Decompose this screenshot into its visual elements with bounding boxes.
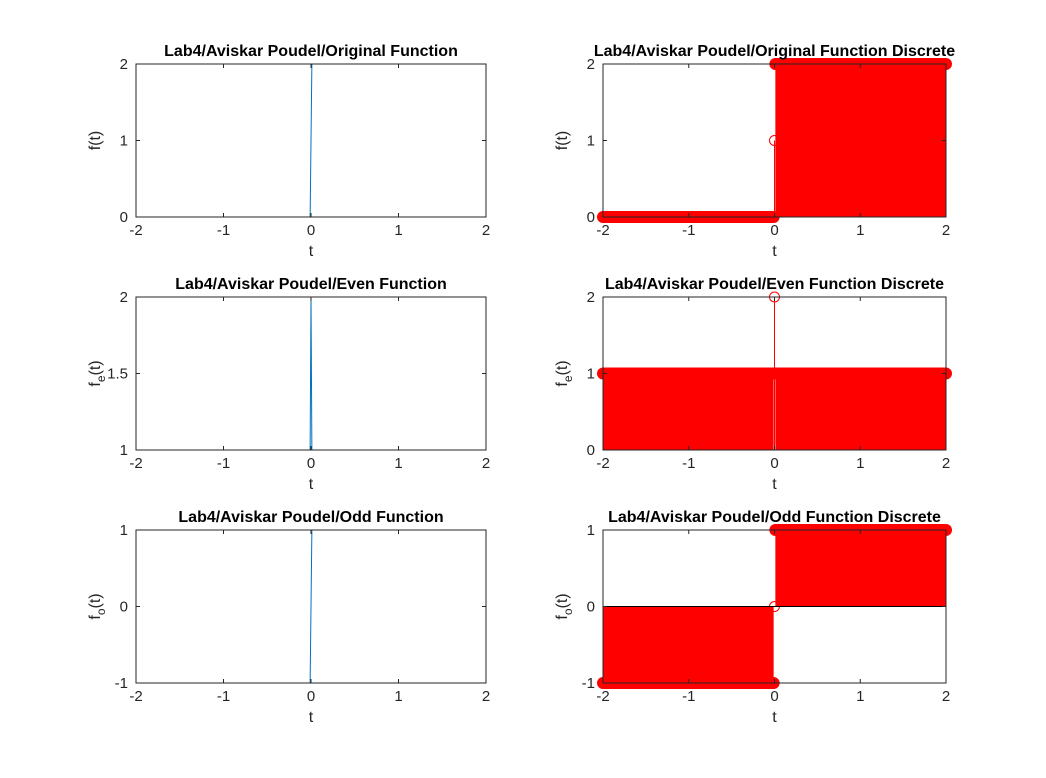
y-tick-label: -1 — [582, 675, 595, 692]
y-axis-label: f(t) — [87, 131, 104, 151]
x-tick-label: 0 — [770, 222, 778, 239]
subplot-4: -2 -1 0 1 2 0 1 2 Lab4/Aviskar Poudel/Even Funct… — [554, 276, 952, 493]
x-tick-label: -1 — [217, 222, 230, 239]
x-axis-label: t — [309, 476, 314, 493]
y-axis-label: fo(t) — [87, 593, 108, 619]
chart-title: Lab4/Aviskar Poudel/Odd Function — [178, 509, 443, 526]
x-tick-label: -1 — [682, 222, 695, 239]
y-tick-label: 2 — [587, 56, 595, 73]
x-tick-label: 2 — [482, 688, 490, 705]
y-tick-label: 2 — [120, 56, 128, 73]
x-tick-label: 1 — [856, 455, 864, 472]
chart-title: Lab4/Aviskar Poudel/Even Function Discre… — [605, 276, 944, 293]
x-tick-label: 1 — [856, 222, 864, 239]
x-tick-label: -2 — [596, 688, 609, 705]
y-tick-label: 0 — [587, 442, 595, 459]
y-axis-label-subscript: e — [561, 375, 575, 382]
chart-title: Lab4/Aviskar Poudel/Even Function — [175, 276, 446, 293]
x-tick-label: 1 — [856, 688, 864, 705]
x-tick-label: -2 — [129, 222, 142, 239]
stem-fill — [603, 373, 774, 450]
y-axis-label-subscript: o — [561, 608, 575, 615]
stem-fill — [775, 530, 946, 607]
y-axis-label-base: f — [554, 382, 571, 387]
y-axis-label-base: f — [87, 615, 104, 620]
y-tick-label: -1 — [115, 675, 128, 692]
x-tick-label: 2 — [482, 222, 490, 239]
x-tick-label: -2 — [596, 455, 609, 472]
chart-title: Lab4/Aviskar Poudel/Original Function — [164, 43, 458, 60]
x-tick-label: 1 — [394, 455, 402, 472]
stem-fill — [603, 606, 774, 683]
stem-fill — [775, 64, 946, 217]
y-tick-label: 0 — [587, 599, 595, 616]
x-tick-label: 0 — [307, 688, 315, 705]
y-tick-label: 0 — [120, 599, 128, 616]
x-axis-label: t — [772, 243, 777, 260]
x-tick-label: -2 — [129, 688, 142, 705]
y-axis-label: fe(t) — [554, 360, 575, 386]
y-tick-label: 1 — [587, 133, 595, 150]
x-tick-label: 0 — [770, 688, 778, 705]
x-tick-label: 0 — [770, 455, 778, 472]
y-tick-label: 0 — [120, 209, 128, 226]
y-tick-label: 1 — [120, 133, 128, 150]
x-tick-label: 2 — [942, 222, 950, 239]
y-axis-label-arg: (t) — [554, 360, 571, 375]
x-tick-label: -2 — [129, 455, 142, 472]
x-axis-label: t — [309, 243, 314, 260]
x-tick-label: 2 — [942, 455, 950, 472]
y-tick-label: 1.5 — [107, 366, 128, 383]
x-tick-label: -1 — [682, 688, 695, 705]
chart-title: Lab4/Aviskar Poudel/Odd Function Discret… — [608, 509, 941, 526]
y-axis-label-base: f — [87, 382, 104, 387]
y-axis-label-base: f — [554, 615, 571, 620]
x-tick-label: 1 — [394, 222, 402, 239]
x-tick-label: 1 — [394, 688, 402, 705]
y-axis-label-arg: (t) — [554, 593, 571, 608]
x-axis-label: t — [772, 476, 777, 493]
y-tick-label: 1 — [120, 522, 128, 539]
y-axis-label-arg: (t) — [87, 360, 104, 375]
y-tick-label: 2 — [120, 289, 128, 306]
x-tick-label: 0 — [307, 222, 315, 239]
x-tick-label: -1 — [682, 455, 695, 472]
chart-title: Lab4/Aviskar Poudel/Original Function Di… — [594, 43, 955, 60]
y-tick-label: 1 — [587, 366, 595, 383]
x-tick-label: -2 — [596, 222, 609, 239]
x-axis-label: t — [309, 709, 314, 726]
subplot-1: -2 -1 0 1 2 0 1 2 Lab4/Aviskar Poudel/Original F… — [87, 43, 490, 260]
x-tick-label: 2 — [942, 688, 950, 705]
x-tick-label: -1 — [217, 688, 230, 705]
y-tick-label: 1 — [120, 442, 128, 459]
y-axis-label-subscript: e — [94, 375, 108, 382]
y-axis-label: fo(t) — [554, 593, 575, 619]
x-tick-label: 0 — [307, 455, 315, 472]
y-tick-label: 2 — [587, 289, 595, 306]
y-axis-label: f(t) — [554, 131, 571, 151]
subplot-3: -2 -1 0 1 2 1 1.5 2 Lab4/Aviskar Poudel/Even Fun… — [87, 276, 490, 493]
y-axis-label-arg: (t) — [87, 593, 104, 608]
x-tick-label: -1 — [217, 455, 230, 472]
y-tick-label: 0 — [587, 209, 595, 226]
x-tick-label: 2 — [482, 455, 490, 472]
stem-fill — [775, 373, 946, 450]
y-axis-label-subscript: o — [94, 608, 108, 615]
y-tick-label: 1 — [587, 522, 595, 539]
y-axis-label: fe(t) — [87, 360, 108, 386]
x-axis-label: t — [772, 709, 777, 726]
